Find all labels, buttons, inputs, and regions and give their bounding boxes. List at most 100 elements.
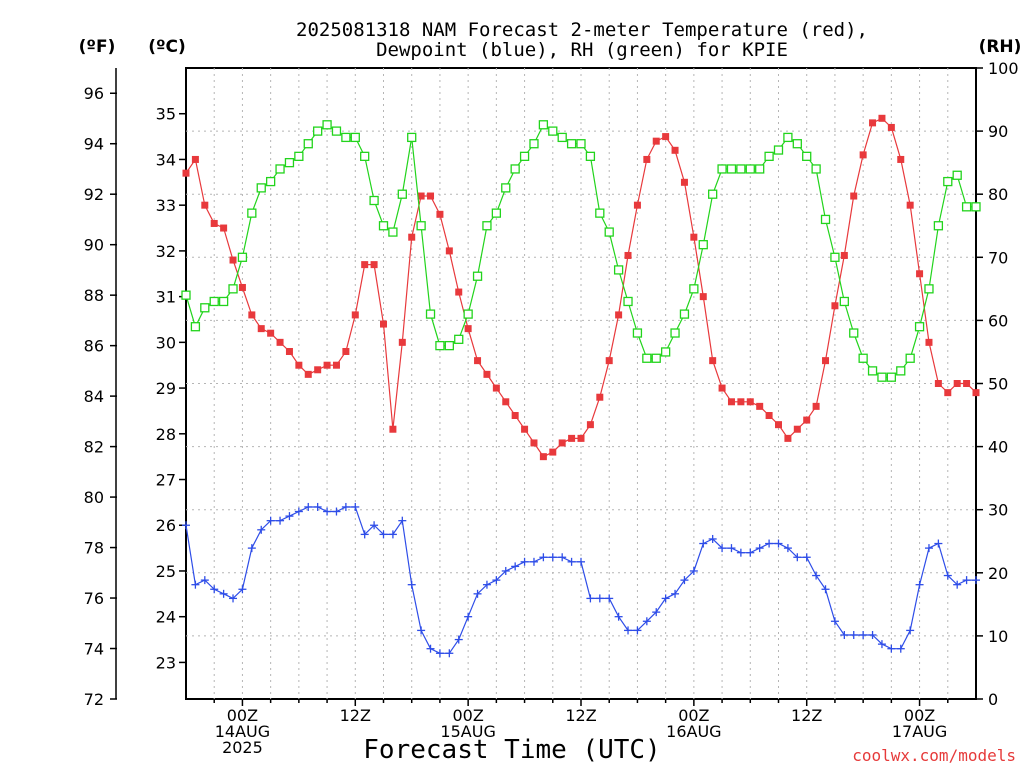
rh-point xyxy=(961,202,972,212)
temperature-point xyxy=(887,123,895,131)
rh-point xyxy=(849,328,859,338)
dewpoint-point xyxy=(191,580,200,589)
temperature-point xyxy=(850,192,858,200)
dewpoint-point xyxy=(388,530,397,539)
temperature-point xyxy=(859,151,867,159)
dewpoint-point xyxy=(830,617,839,626)
dewpoint-point xyxy=(351,502,360,511)
temperature-point xyxy=(568,434,576,442)
temperature-point xyxy=(652,137,660,145)
rh-tick-label: 70 xyxy=(988,248,1008,267)
rh-point xyxy=(190,322,201,332)
rh-point xyxy=(566,139,577,149)
dewpoint-point xyxy=(332,507,341,516)
temperature-point xyxy=(690,233,698,241)
temperature-point xyxy=(276,338,284,346)
dewpoint-point xyxy=(821,585,830,594)
rh-point xyxy=(736,164,746,174)
dewpoint-point xyxy=(558,553,567,562)
temperature-point xyxy=(822,357,830,365)
dewpoint-point xyxy=(642,617,651,626)
dewpoint-point xyxy=(595,594,604,603)
time-tick-label: 12Z xyxy=(791,706,822,725)
dewpoint-point xyxy=(567,557,576,566)
dewpoint-point xyxy=(943,571,952,580)
rh-point xyxy=(369,195,379,206)
rh-point xyxy=(679,309,690,319)
temperature-point xyxy=(182,169,190,177)
celsius-tick-label: 23 xyxy=(156,653,176,672)
temperature-point xyxy=(916,270,924,278)
temperature-point xyxy=(756,402,764,410)
temperature-point xyxy=(878,114,886,122)
rh-point xyxy=(454,334,464,344)
dewpoint-point xyxy=(304,502,313,511)
temperature-point xyxy=(662,133,670,141)
rh-point xyxy=(924,284,934,294)
dewpoint-point xyxy=(417,626,426,635)
temperature-point xyxy=(577,434,585,442)
fahrenheit-tick-label: 74 xyxy=(84,640,104,659)
dewpoint-point xyxy=(661,594,670,603)
temperature-point xyxy=(558,439,566,447)
temperature-point xyxy=(718,384,726,392)
celsius-tick-label: 33 xyxy=(156,196,176,215)
dewpoint-point xyxy=(285,512,294,521)
dewpoint-point xyxy=(972,576,980,585)
celsius-tick-label: 29 xyxy=(156,379,176,398)
celsius-tick-label: 28 xyxy=(156,425,176,444)
dewpoint-point xyxy=(924,544,933,553)
rh-point xyxy=(783,132,793,143)
temperature-point xyxy=(624,251,632,259)
dewpoint-point xyxy=(812,571,821,580)
dewpoint-point xyxy=(605,594,614,603)
dewpoint-point xyxy=(407,580,416,589)
rh-point xyxy=(595,208,605,218)
dewpoint-point xyxy=(896,644,905,653)
temperature-point xyxy=(436,210,444,218)
temperature-point xyxy=(191,155,199,163)
rh-point xyxy=(933,221,944,231)
temperature-point xyxy=(906,201,914,209)
time-tick-label: 00Z xyxy=(227,706,258,725)
rh-point xyxy=(228,284,238,294)
rh-point xyxy=(943,176,953,187)
dewpoint-point xyxy=(482,580,491,589)
rh-point xyxy=(557,132,567,143)
time-tick-label: 00Z xyxy=(452,706,483,725)
temperature-point xyxy=(671,146,679,154)
temperature-point xyxy=(727,398,735,406)
dewpoint-point xyxy=(341,502,350,511)
rh-point xyxy=(256,183,266,193)
temperature-point xyxy=(455,288,463,296)
temperature-point xyxy=(257,325,265,333)
temperature-point xyxy=(840,251,848,259)
temperature-point xyxy=(539,453,547,461)
time-tick-label: 17AUG xyxy=(892,722,947,741)
dewpoint-point xyxy=(793,553,802,562)
time-tick-label: 12Z xyxy=(340,706,371,725)
rh-series xyxy=(181,120,981,382)
rh-axis: 0 10 20 30 40 50 60 70 80 90 100 xyxy=(976,59,1019,709)
rh-tick-label: 0 xyxy=(988,690,998,709)
dewpoint-point xyxy=(294,507,303,516)
celsius-tick-label: 27 xyxy=(156,471,176,490)
rh-point xyxy=(322,120,332,130)
dewpoint-point xyxy=(210,585,219,594)
celsius-tick-label: 30 xyxy=(156,333,176,352)
temperature-point xyxy=(380,320,387,328)
temperature-point xyxy=(304,370,312,378)
dewpoint-point xyxy=(492,576,501,585)
rh-tick-label: 60 xyxy=(988,311,1008,330)
celsius-tick-label: 26 xyxy=(156,516,176,535)
fahrenheit-tick-label: 84 xyxy=(84,387,104,406)
rh-tick-label: 20 xyxy=(988,564,1008,583)
dewpoint-point xyxy=(887,644,896,653)
temperature-point xyxy=(953,380,961,387)
dewpoint-point xyxy=(906,626,915,635)
temperature-point xyxy=(332,361,340,369)
rh-point xyxy=(548,126,558,136)
rh-point xyxy=(501,183,511,193)
rh-point xyxy=(971,202,981,212)
temperature-point xyxy=(314,366,322,374)
